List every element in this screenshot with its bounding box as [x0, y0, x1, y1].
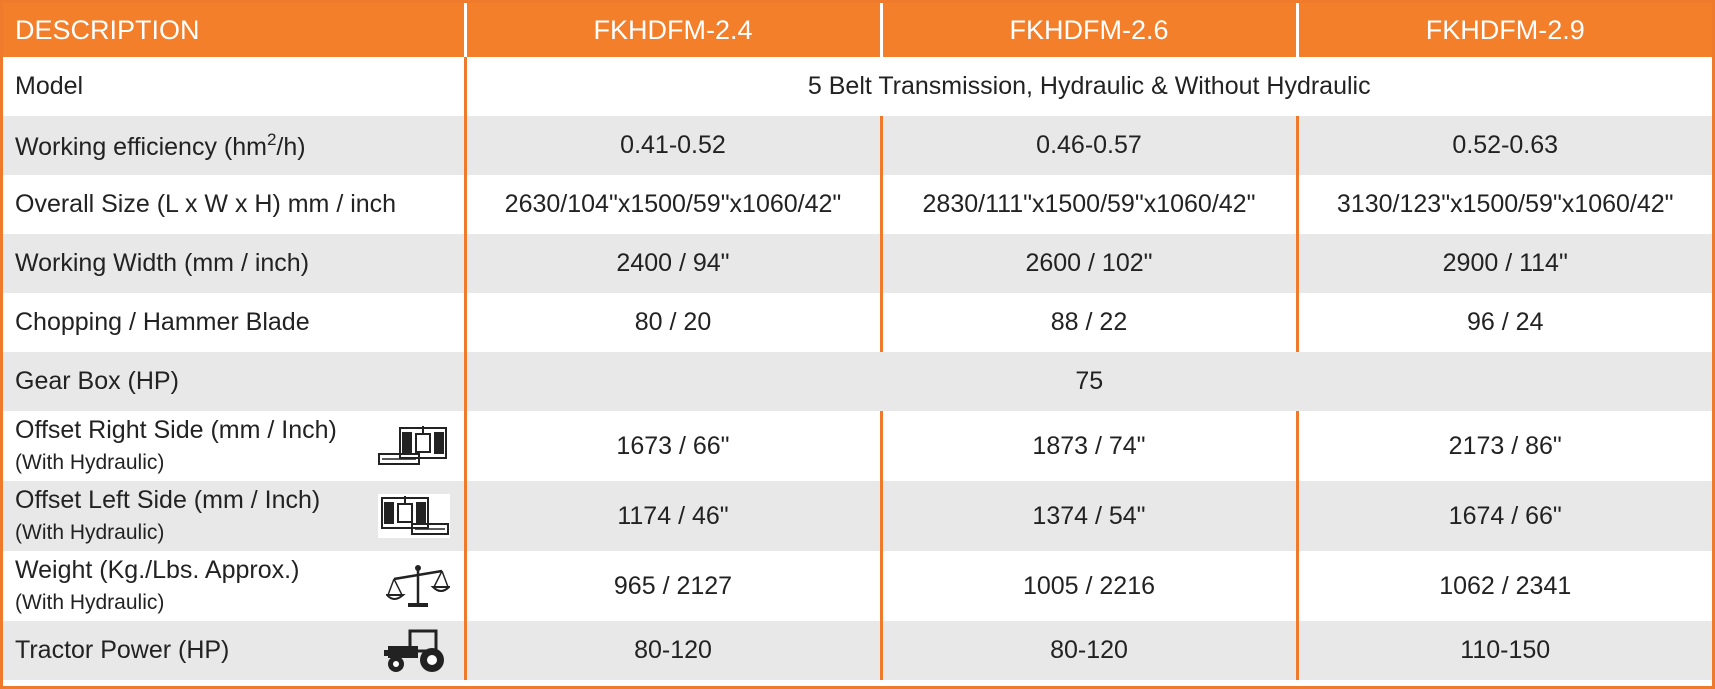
blade-value-1: 80 / 20	[463, 293, 881, 352]
table-row-efficiency: Working efficiency (hm2/h) 0.41-0.52 0.4…	[3, 116, 1712, 175]
offset-left-value-3: 1674 / 66"	[1295, 481, 1712, 551]
row-label-offset-left: Offset Left Side (mm / Inch) (With Hydrau…	[3, 481, 465, 551]
tractor-icon	[383, 629, 444, 672]
width-value-3: 2900 / 114"	[1295, 234, 1712, 293]
row-label-size: Overall Size (L x W x H) mm / inch	[3, 175, 465, 234]
header-row: DESCRIPTION FKHDFM-2.4 FKHDFM-2.6 FKHDFM…	[3, 3, 1712, 57]
table-row-width: Working Width (mm / inch) 2400 / 94" 260…	[3, 234, 1712, 293]
table-row-offset-right: Offset Right Side (mm / Inch) (With Hydra…	[3, 411, 1712, 481]
table-row-blade: Chopping / Hammer Blade 80 / 20 88 / 22 …	[3, 293, 1712, 352]
row-label-offset-right: Offset Right Side (mm / Inch) (With Hydra…	[3, 411, 465, 481]
weight-value-3: 1062 / 2341	[1295, 551, 1712, 621]
row-label-weight: Weight (Kg./Lbs. Approx.) (With Hydraulic…	[3, 551, 465, 621]
width-value-1: 2400 / 94"	[463, 234, 881, 293]
blade-value-2: 88 / 22	[879, 293, 1297, 352]
efficiency-value-3: 0.52-0.63	[1295, 116, 1712, 175]
row-label-width: Working Width (mm / inch)	[3, 234, 465, 293]
offset-right-value-2: 1873 / 74"	[879, 411, 1297, 481]
table-row-model: Model 5 Belt Transmission, Hydraulic & W…	[3, 57, 1712, 116]
blade-value-3: 96 / 24	[1295, 293, 1712, 352]
weight-value-1: 965 / 2127	[463, 551, 881, 621]
offset-right-sub: (With Hydraulic)	[15, 451, 165, 474]
offset-left-value-1: 1174 / 46"	[463, 481, 881, 551]
offset-left-label: Offset Left Side (mm / Inch)	[15, 485, 321, 514]
scale-icon	[385, 565, 450, 607]
width-value-2: 2600 / 102"	[879, 234, 1297, 293]
weight-value-2: 1005 / 2216	[879, 551, 1297, 621]
efficiency-value-1: 0.41-0.52	[463, 116, 881, 175]
row-label-gearbox: Gear Box (HP)	[3, 352, 465, 411]
size-value-1: 2630/104"x1500/59"x1060/42"	[463, 175, 881, 234]
tractor-value-2: 80-120	[879, 621, 1297, 680]
table-row-tractor: Tractor Power (HP) 80-120 80-120 110-150	[3, 621, 1712, 680]
header-description: DESCRIPTION	[3, 3, 465, 57]
table-row-size: Overall Size (L x W x H) mm / inch 2630/…	[3, 175, 1712, 234]
size-value-3: 3130/123"x1500/59"x1060/42"	[1295, 175, 1712, 234]
row-label-efficiency: Working efficiency (hm2/h)	[3, 116, 465, 175]
efficiency-label-sup: 2	[266, 129, 277, 149]
table-row-weight: Weight (Kg./Lbs. Approx.) (With Hydraulic…	[3, 551, 1712, 621]
model-value: 5 Belt Transmission, Hydraulic & Without…	[463, 57, 1712, 116]
gearbox-value: 75	[463, 352, 1712, 411]
tractor-label: Tractor Power (HP)	[15, 636, 230, 664]
header-model-2: FKHDFM-2.6	[879, 3, 1297, 57]
row-label-tractor: Tractor Power (HP)	[3, 621, 465, 680]
header-model-3: FKHDFM-2.9	[1295, 3, 1712, 57]
table-row-offset-left: Offset Left Side (mm / Inch) (With Hydrau…	[3, 481, 1712, 551]
header-model-1: FKHDFM-2.4	[463, 3, 881, 57]
efficiency-label-post: /h)	[276, 132, 306, 161]
offset-left-sub: (With Hydraulic)	[15, 521, 165, 544]
table-row-gearbox: Gear Box (HP) 75	[3, 352, 1712, 411]
weight-label: Weight (Kg./Lbs. Approx.)	[15, 555, 300, 584]
size-value-2: 2830/111"x1500/59"x1060/42"	[879, 175, 1297, 234]
efficiency-value-2: 0.46-0.57	[879, 116, 1297, 175]
row-label-model: Model	[3, 57, 465, 116]
offset-right-label: Offset Right Side (mm / Inch)	[15, 415, 337, 444]
offset-left-value-2: 1374 / 54"	[879, 481, 1297, 551]
row-label-blade: Chopping / Hammer Blade	[3, 293, 465, 352]
offset-right-value-3: 2173 / 86"	[1295, 411, 1712, 481]
offset-left-icon	[377, 494, 450, 538]
offset-right-value-1: 1673 / 66"	[463, 411, 881, 481]
tractor-value-1: 80-120	[463, 621, 881, 680]
offset-right-icon	[377, 426, 447, 465]
efficiency-label-pre: Working efficiency (hm	[15, 132, 267, 161]
weight-sub: (With Hydraulic)	[15, 591, 165, 614]
spec-table: DESCRIPTION FKHDFM-2.4 FKHDFM-2.6 FKHDFM…	[3, 3, 1712, 680]
tractor-value-3: 110-150	[1295, 621, 1712, 680]
